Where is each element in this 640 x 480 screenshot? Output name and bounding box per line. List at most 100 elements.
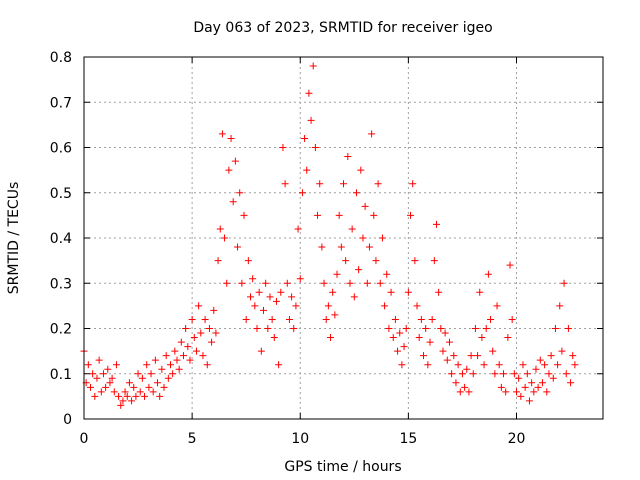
data-point [227, 134, 235, 142]
x-tick-labels: 0 5 10 15 20 [80, 431, 526, 447]
data-point [335, 211, 343, 219]
data-point [138, 374, 146, 382]
data-point [376, 279, 384, 287]
data-point [318, 243, 326, 251]
data-point [551, 325, 559, 332]
data-point [504, 334, 512, 342]
data-point [296, 275, 304, 283]
data-point [519, 361, 527, 369]
data-point [450, 352, 458, 360]
data-point [441, 329, 449, 337]
data-point [311, 144, 319, 151]
data-point [454, 361, 462, 369]
data-point [560, 279, 568, 287]
data-point [402, 325, 410, 332]
data-point [400, 343, 408, 351]
data-point [355, 266, 363, 274]
data-point [216, 225, 224, 233]
data-point [257, 347, 265, 355]
data-point [99, 370, 107, 378]
data-point [151, 356, 159, 364]
data-point [210, 306, 218, 314]
data-point [394, 347, 402, 355]
data-point [290, 325, 298, 332]
data-point [173, 356, 181, 364]
data-point [465, 388, 473, 396]
data-point [119, 397, 127, 405]
data-point [147, 370, 155, 378]
data-point [478, 334, 486, 342]
data-point [303, 166, 311, 174]
data-point [186, 356, 194, 364]
data-point [167, 361, 174, 369]
y-tick-label: 0.8 [50, 50, 72, 66]
data-point [214, 257, 222, 265]
data-point [564, 325, 572, 332]
data-point [162, 352, 170, 360]
data-point [158, 365, 166, 373]
data-point [543, 388, 551, 396]
data-point [329, 288, 337, 296]
data-point [437, 325, 445, 332]
data-point [164, 374, 172, 382]
data-point [231, 157, 239, 165]
data-point [422, 325, 430, 332]
data-point [458, 370, 466, 378]
data-point [97, 388, 105, 396]
data-point [409, 180, 417, 188]
data-point [484, 270, 492, 278]
data-point [175, 365, 183, 373]
data-point [350, 293, 358, 301]
data-point [277, 288, 285, 296]
y-tick-label: 0.5 [50, 186, 72, 202]
data-point [411, 257, 419, 265]
data-point [452, 379, 460, 387]
data-point [208, 338, 216, 346]
data-point [259, 306, 267, 314]
data-point [495, 361, 503, 369]
data-point [305, 89, 313, 97]
data-point [545, 370, 553, 378]
data-point [443, 356, 451, 364]
data-point [320, 279, 328, 287]
x-tick-label: 10 [291, 431, 309, 447]
data-point [374, 180, 382, 188]
data-point [471, 325, 479, 332]
data-point [160, 383, 168, 391]
data-point [461, 383, 469, 391]
data-point [324, 302, 332, 310]
x-tick-label: 5 [188, 431, 197, 447]
data-point [352, 189, 360, 197]
data-point [331, 311, 339, 319]
data-point [244, 257, 252, 265]
data-point [190, 334, 198, 342]
data-point [205, 325, 213, 332]
data-point [112, 361, 120, 369]
data-point [251, 302, 259, 310]
data-point [95, 356, 103, 364]
data-point [281, 180, 289, 188]
data-point [307, 116, 315, 124]
data-point [538, 379, 546, 387]
data-point [424, 361, 432, 369]
data-point [554, 361, 562, 369]
data-point [497, 383, 505, 391]
data-point [270, 334, 278, 342]
data-point [489, 347, 497, 355]
x-tick-label: 15 [399, 431, 417, 447]
data-point [500, 370, 508, 378]
data-point [493, 302, 501, 310]
data-point [508, 315, 516, 323]
data-point [121, 388, 129, 396]
data-point [134, 370, 142, 378]
data-point [383, 270, 391, 278]
data-point [415, 334, 423, 342]
data-point [337, 243, 345, 251]
data-point [502, 388, 510, 396]
data-point [240, 211, 248, 219]
data-point [177, 338, 185, 346]
data-point [439, 347, 447, 355]
data-point [89, 370, 97, 378]
data-point [340, 180, 347, 188]
